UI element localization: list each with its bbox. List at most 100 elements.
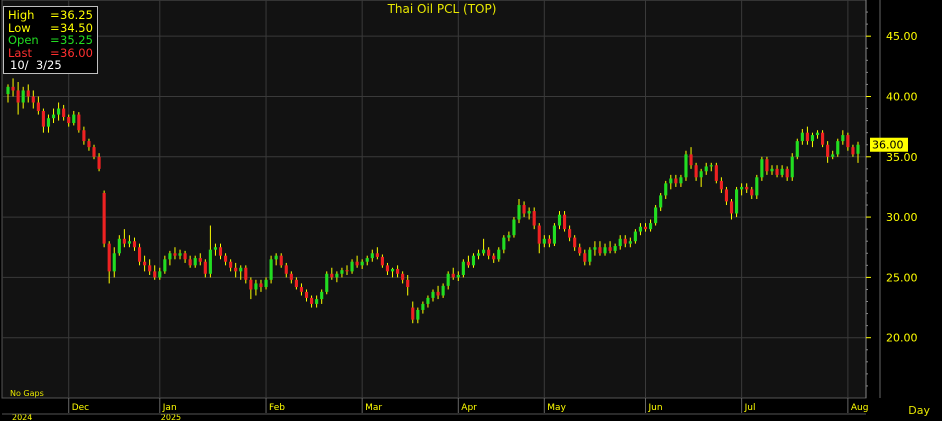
y-tick-label: 35.00 [886,151,918,164]
candle-body [244,267,248,280]
info-row-open: Open = 35.25 [8,33,93,48]
candle-body [542,238,546,244]
candle-body [259,283,263,288]
candle-body [714,165,718,181]
candle-body [365,258,369,262]
candle-body [699,171,703,178]
candle-body [294,279,298,288]
candle-body [633,231,637,242]
candle-body [57,108,61,115]
candle-body [97,156,101,169]
x-tick-label: Jan [162,403,177,413]
candle-body [740,186,744,190]
info-row-low: Low = 34.50 [8,20,93,35]
candle-body [239,267,243,272]
candle-body [193,258,197,266]
info-value: 36.00 [60,45,93,60]
x-tick-label: May [547,403,566,413]
candle-body [112,253,116,272]
candle-body [137,247,142,262]
x-tick-label: Apr [461,403,477,413]
last-value-label: 36.00 [872,139,904,152]
x-tick-label: Feb [269,403,285,413]
candle-body [643,226,648,230]
info-value: 36.25 [60,8,93,22]
candle-body [618,238,622,247]
candle-body [517,205,521,220]
x-tick-label: Aug [851,403,869,413]
candle-body [552,225,556,244]
y-tick-label: 25.00 [886,271,918,284]
candle-body [330,273,334,278]
candle-body [173,253,177,256]
candle-body [790,156,794,178]
candle-body [335,273,339,278]
candle-body [724,189,729,202]
candle-body [143,261,147,266]
candle-body [264,279,268,288]
candle-body [325,273,329,292]
candle-body [810,135,815,142]
candle-body [254,283,258,290]
candle-body [127,241,131,244]
candle-body [390,268,395,272]
candle-body [315,299,319,304]
period-label[interactable]: Day [908,404,930,417]
candle-body [689,154,693,166]
candle-body [775,168,779,175]
candle-body [304,291,309,298]
candle-body [122,238,126,244]
candle-body [765,159,769,172]
candle-body [669,178,673,184]
candle-body [487,249,491,256]
candle-body [512,219,516,236]
candle-body [421,303,425,310]
candle-body [229,261,233,268]
info-value: 34.50 [60,20,93,35]
candle-body [380,256,384,266]
candle-body [603,247,607,254]
candle-body [411,307,415,320]
candle-body [41,110,45,127]
candle-body [223,255,228,262]
info-label: High [8,8,35,22]
y-tick-label: 40.00 [886,90,918,103]
candle-body [436,291,440,296]
info-value: 35.25 [60,33,93,48]
candle-body [755,177,759,196]
candle-body [21,90,25,103]
info-label: Low [8,20,31,35]
candle-body [158,271,162,278]
candle-body [709,165,713,167]
candle-body [168,253,172,260]
candle-body [148,265,152,272]
candle-body [654,207,658,224]
candle-body [46,118,51,127]
candle-body [456,274,460,278]
candle-body [770,168,774,172]
candle-body [62,108,66,117]
candle-body [446,273,450,286]
candle-body [234,267,238,272]
candle-body [735,189,739,214]
candle-body [87,141,91,148]
candle-body [557,214,562,226]
candle-body [588,249,592,262]
x-year-label: 2024 [12,413,32,421]
candle-body [178,253,182,256]
plot-area [1,0,867,399]
candle-body [704,166,708,172]
candle-body [841,135,845,142]
candle-body [350,261,354,272]
candle-body [608,247,612,251]
candle-body [527,211,531,214]
y-tick-label: 45.00 [886,30,918,43]
candle-body [821,132,825,145]
candle-body [67,116,71,124]
candle-body [431,291,435,298]
candle-body [345,270,349,272]
candle-body [396,268,400,274]
ohlc-info-box: High = 36.25 Low = 34.50 Open = 35.25 Last = 36.… [3,6,98,74]
